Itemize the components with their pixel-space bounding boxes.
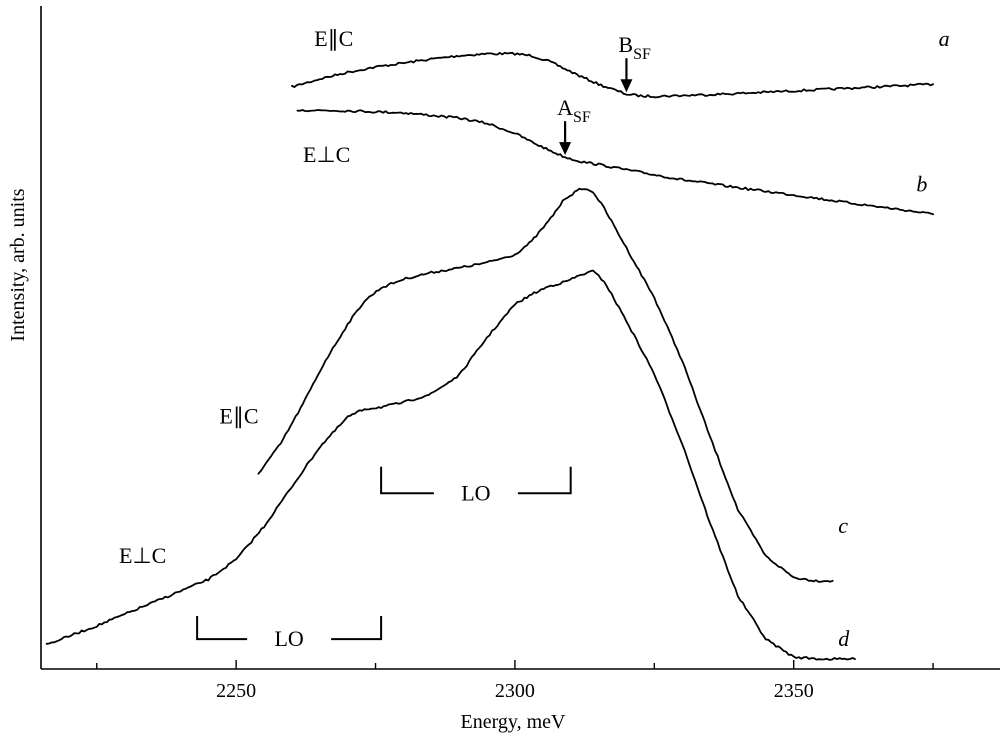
- axes: [40, 6, 1000, 670]
- lo-bracket-right-arm: [331, 615, 383, 641]
- curve-label-d: d: [838, 626, 850, 651]
- annotation-asf: ASF: [557, 95, 591, 126]
- arrow-head: [559, 142, 572, 156]
- lo-bracket-left-arm: [196, 615, 248, 641]
- lo-label: LO: [461, 480, 490, 505]
- annotations: BSF ASF: [557, 32, 651, 156]
- lo-label: LO: [274, 626, 303, 651]
- polarization-label: E∥C: [219, 404, 258, 429]
- curve-label-a: a: [939, 26, 950, 51]
- x-tick-label: 2250: [216, 680, 256, 702]
- x-tick-label: 2350: [774, 680, 814, 702]
- lo-bracket-right-arm: [517, 466, 572, 495]
- polarization-label: E∥C: [314, 26, 353, 51]
- lo-bracket-left-arm: [380, 466, 434, 495]
- x-axis-label: Energy, meV: [461, 711, 567, 733]
- y-axis-label: Intensity, arb. units: [7, 188, 29, 341]
- series-line-a: [290, 51, 934, 99]
- curve-label-c: c: [838, 513, 848, 538]
- x-ticks: 2250 2300 2350: [96, 660, 934, 702]
- series-line-b: [296, 109, 934, 216]
- polarization-label: E⊥C: [303, 142, 350, 167]
- curve-label-b: b: [916, 172, 927, 197]
- arrow-head: [620, 79, 633, 93]
- labels-layer: a b c d E∥C E⊥C E∥C E⊥C: [119, 26, 950, 651]
- series-line-d: [45, 269, 856, 661]
- x-tick-label: 2300: [495, 680, 535, 702]
- lo-brackets: LO LO: [196, 466, 572, 651]
- annotation-bsf: BSF: [618, 32, 651, 63]
- polarization-label: E⊥C: [119, 543, 166, 568]
- series-layer: [45, 51, 934, 661]
- series-line-c: [257, 187, 834, 583]
